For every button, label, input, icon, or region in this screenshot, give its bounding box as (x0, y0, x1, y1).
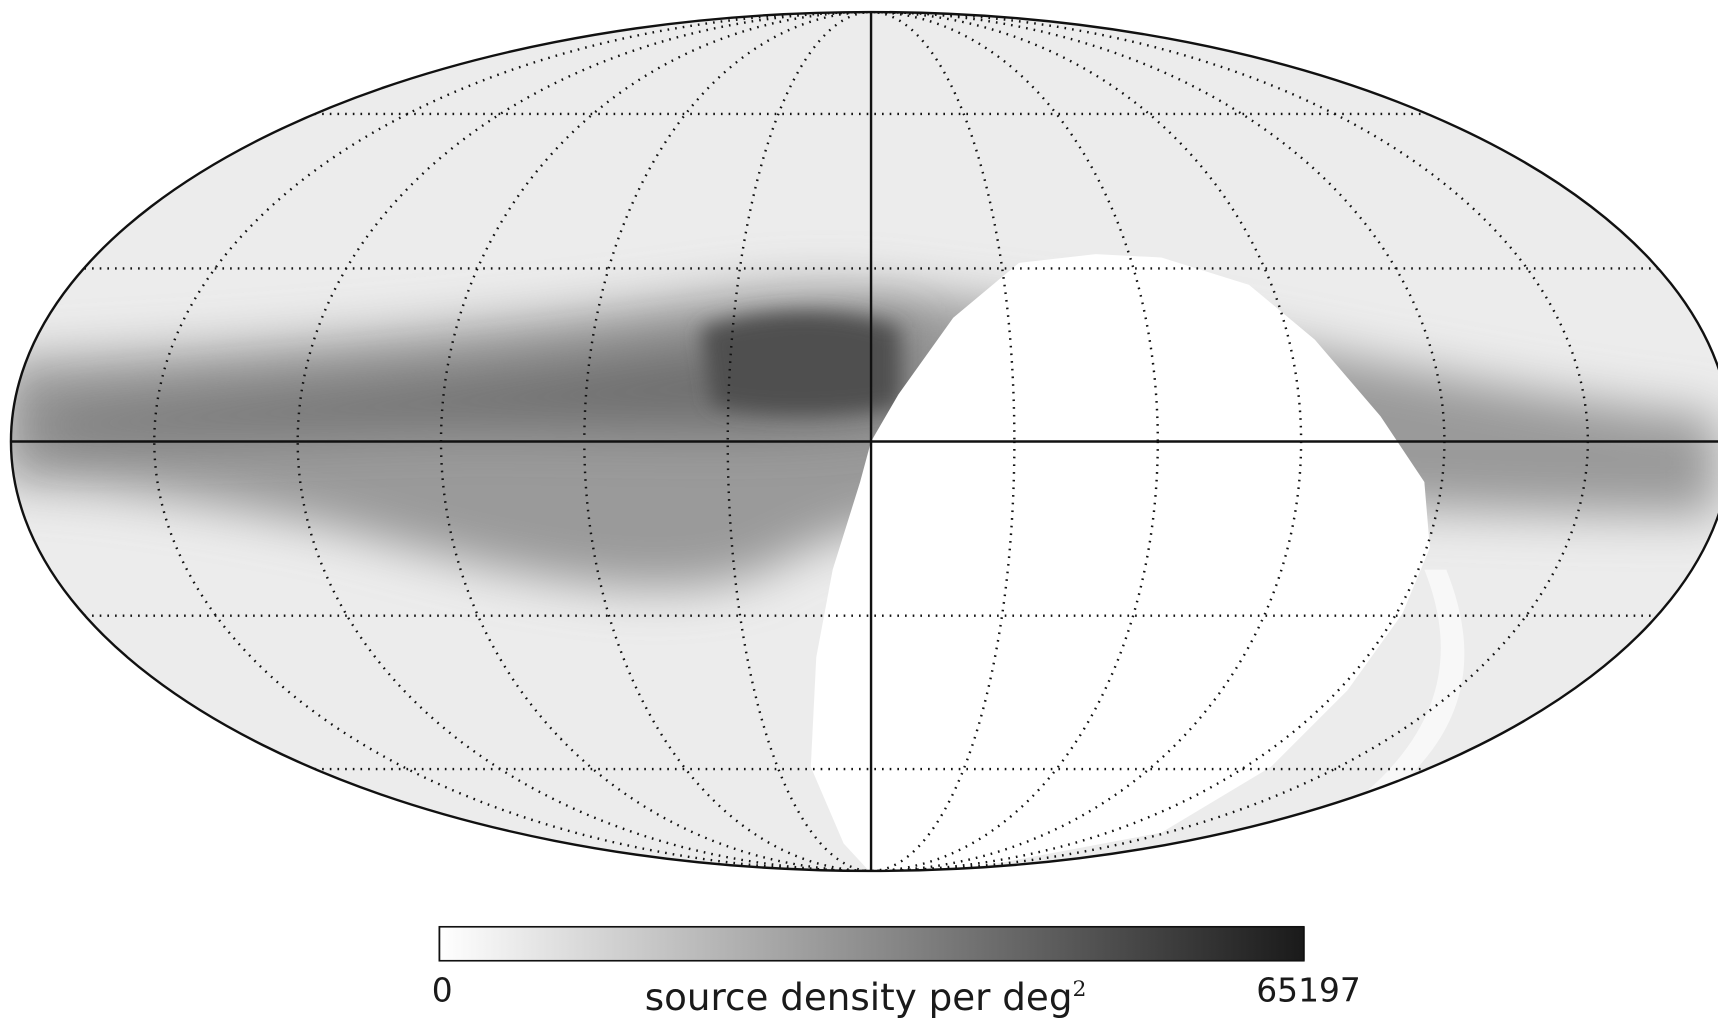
sky-map (10, 12, 1718, 871)
colorbar (438, 925, 1305, 962)
colorbar-label: source density per deg2 (645, 975, 1087, 1019)
galactic-core (43, 328, 910, 439)
colorbar-tick-label: 65197 (1256, 970, 1361, 1009)
colorbar-label-text: source density per deg (645, 975, 1073, 1019)
sky-outline (10, 10, 1718, 872)
unobserved-region (810, 254, 1430, 871)
colorbar-tick-label: 0 (432, 970, 453, 1009)
dense-region (701, 312, 899, 414)
colorbar-label-sup: 2 (1072, 977, 1086, 1002)
